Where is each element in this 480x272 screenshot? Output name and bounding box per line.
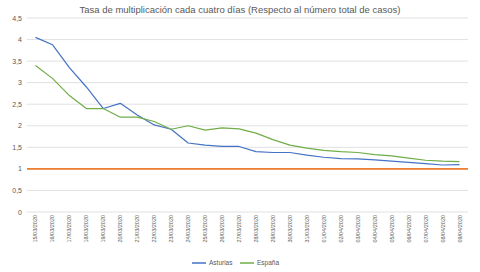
grid-line (27, 104, 468, 105)
grid-line (27, 190, 468, 191)
legend-label: Asturias (209, 259, 233, 266)
grid-line (27, 147, 468, 148)
y-tick-label: 3,5 (12, 58, 22, 65)
y-tick-label: 0 (18, 209, 22, 216)
reference-line (27, 168, 468, 170)
grid-line (27, 168, 468, 169)
grid-line (27, 18, 468, 19)
x-tick-label: 27/03/2020 (236, 215, 242, 243)
y-tick-label: 3 (18, 79, 22, 86)
x-tick-label: 09/04/2020 (457, 215, 463, 243)
x-tick-label: 30/03/2020 (287, 215, 293, 243)
grid-line (27, 212, 468, 213)
legend-label: España (257, 259, 279, 267)
series-line (35, 65, 459, 161)
x-tick-label: 24/03/2020 (185, 215, 191, 243)
grid-line (27, 125, 468, 126)
x-tick-label: 06/04/2020 (406, 215, 412, 243)
x-tick-label: 28/03/2020 (253, 215, 259, 243)
x-tick-label: 02/04/2020 (338, 215, 344, 243)
x-tick-label: 15/03/2020 (32, 215, 38, 243)
x-tick-label: 19/03/2020 (100, 215, 106, 243)
legend-swatch (192, 262, 206, 264)
x-tick-label: 04/04/2020 (372, 215, 378, 243)
x-tick-label: 08/04/2020 (440, 215, 446, 243)
x-tick-label: 17/03/2020 (66, 215, 72, 243)
x-tick-label: 31/03/2020 (304, 215, 310, 243)
x-tick-label: 05/04/2020 (389, 215, 395, 243)
x-tick-label: 29/03/2020 (270, 215, 276, 243)
x-tick-label: 03/04/2020 (355, 215, 361, 243)
x-tick-label: 25/03/2020 (202, 215, 208, 243)
x-tick-label: 07/04/2020 (423, 215, 429, 243)
x-tick-label: 26/03/2020 (219, 215, 225, 243)
y-tick-label: 2,5 (12, 101, 22, 108)
background (0, 0, 480, 272)
x-tick-label: 18/03/2020 (83, 215, 89, 243)
x-tick-label: 01/04/2020 (321, 215, 327, 243)
chart: Tasa de multiplicación cada cuatro días … (0, 0, 480, 272)
x-tick-label: 22/03/2020 (151, 215, 157, 243)
x-tick-label: 21/03/2020 (134, 215, 140, 243)
y-tick-label: 0,5 (12, 187, 22, 194)
y-tick-label: 4,5 (12, 15, 22, 22)
legend: Asturias España (192, 259, 279, 267)
series-line (35, 37, 459, 165)
x-tick-label: 20/03/2020 (117, 215, 123, 243)
y-tick-label: 4 (18, 36, 22, 43)
legend-swatch (240, 262, 254, 264)
y-tick-label: 1 (18, 165, 22, 172)
plot-area (27, 37, 468, 168)
x-tick-label: 16/03/2020 (49, 215, 55, 243)
grid-line (27, 82, 468, 83)
x-tick-label: 23/03/2020 (168, 215, 174, 243)
grid-line (27, 61, 468, 62)
grid-line (27, 39, 468, 40)
y-tick-label: 2 (18, 122, 22, 129)
y-tick-label: 1,5 (12, 144, 22, 151)
title: Tasa de multiplicación cada cuatro días … (79, 4, 400, 15)
